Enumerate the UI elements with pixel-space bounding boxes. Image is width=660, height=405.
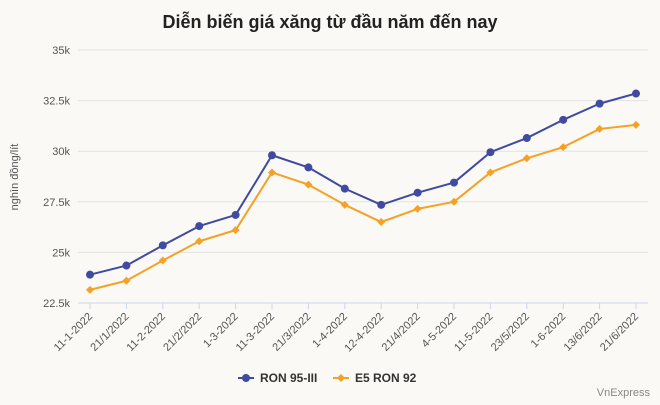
data-point	[632, 89, 640, 98]
data-point	[122, 276, 131, 285]
series-line-2	[89, 123, 637, 291]
data-point	[195, 222, 204, 231]
data-point	[268, 151, 276, 160]
legend-marker	[242, 374, 250, 382]
x-tick-label: 21/4/2022	[380, 311, 423, 354]
data-point	[195, 237, 204, 246]
y-tick-label: 30k	[52, 146, 70, 158]
data-point	[559, 115, 568, 124]
series-line-1	[89, 92, 637, 276]
data-point	[522, 154, 531, 163]
data-point	[122, 261, 131, 270]
data-point	[486, 148, 495, 157]
x-tick-label: 21/6/2022	[598, 311, 641, 354]
data-point	[632, 120, 640, 129]
source-credit: VnExpress	[596, 387, 650, 399]
x-tick-label: 23/5/2022	[489, 311, 532, 354]
y-axis-title: nghìn đồng/lít	[9, 144, 21, 211]
y-tick-label: 35k	[52, 45, 70, 57]
y-tick-label: 32.5k	[43, 96, 70, 108]
legend-label: RON 95-III	[260, 371, 317, 385]
chart-title: Diễn biến giá xăng từ đầu năm đến nay	[162, 12, 498, 32]
x-tick-label: 13/6/2022	[562, 311, 605, 354]
data-point	[231, 210, 240, 219]
data-point	[522, 134, 531, 143]
data-point	[304, 163, 313, 172]
data-point	[86, 285, 94, 294]
y-tick-label: 27.5k	[43, 197, 70, 209]
data-point	[231, 226, 240, 235]
data-point	[158, 256, 167, 265]
data-point	[377, 200, 386, 209]
data-point	[413, 188, 422, 197]
x-tick-label: 21/2/2022	[161, 311, 204, 354]
y-tick-label: 25k	[52, 247, 70, 259]
data-point	[486, 168, 495, 177]
data-point	[158, 241, 167, 250]
data-point	[450, 197, 458, 206]
data-point	[450, 178, 458, 187]
data-point	[595, 124, 604, 133]
legend-label: E5 RON 92	[355, 371, 417, 385]
x-tick-label: 11-3-2022	[234, 311, 277, 354]
y-tick-label: 22.5k	[43, 298, 70, 310]
data-point	[304, 180, 313, 189]
data-point	[413, 204, 422, 213]
x-tick-label: 12-4-2022	[342, 311, 386, 355]
data-point	[86, 270, 94, 279]
data-point	[377, 218, 386, 227]
x-tick-label: 11-5-2022	[452, 311, 495, 354]
data-point	[340, 184, 349, 193]
x-tick-label: 21/3/2022	[270, 311, 313, 354]
x-tick-label: 11-1-2022	[52, 311, 95, 354]
data-point	[340, 200, 349, 209]
legend-marker	[337, 374, 345, 382]
data-point	[595, 99, 604, 108]
data-point	[559, 143, 568, 152]
x-tick-label: 11-2-2022	[125, 311, 168, 354]
data-point	[268, 168, 276, 177]
